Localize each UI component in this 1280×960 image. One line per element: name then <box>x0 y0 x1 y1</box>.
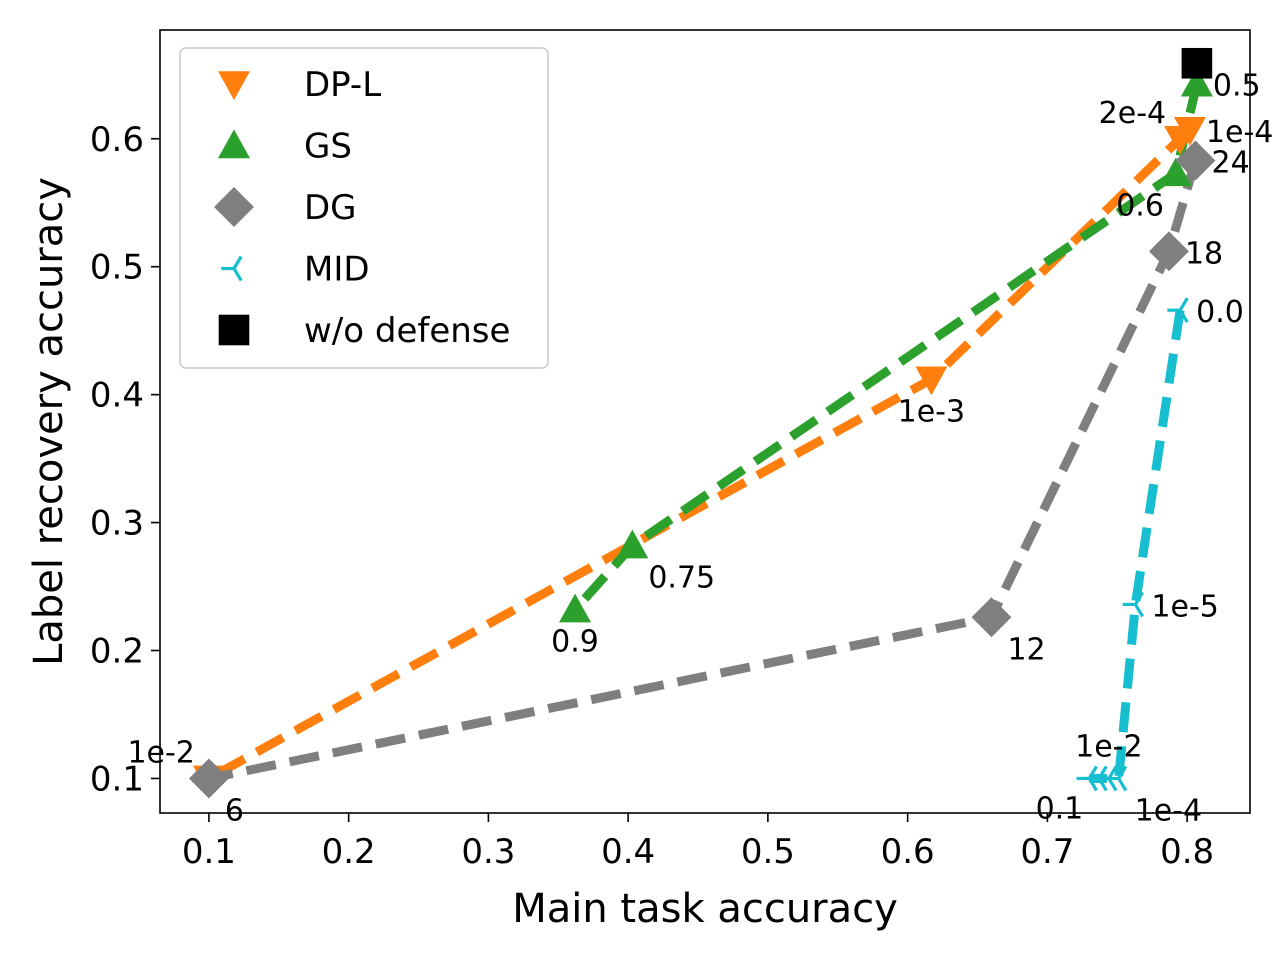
legend-label-dp-l: DP-L <box>304 65 381 105</box>
legend-marker-dg <box>214 187 254 227</box>
point-label: 1e-2 <box>127 735 194 770</box>
x-tick-label: 0.2 <box>322 832 376 872</box>
point-label: 1e-5 <box>1151 589 1218 624</box>
legend-marker-mid <box>221 255 243 282</box>
data-point-dg <box>188 758 229 799</box>
point-label: 24 <box>1212 146 1250 181</box>
point-label: 2e-4 <box>1099 96 1166 131</box>
legend-marker-w-o-defense <box>218 314 250 346</box>
data-point-dp-l <box>915 366 948 396</box>
point-label: 1e-3 <box>898 394 965 429</box>
point-label: 18 <box>1185 236 1223 271</box>
legend-marker-dp-l <box>218 71 250 100</box>
point-label: 0.1 <box>1036 791 1084 826</box>
data-point-w-o-defense <box>1181 47 1213 79</box>
data-point-mid <box>1076 765 1098 792</box>
point-label: 1e-2 <box>1075 729 1142 764</box>
y-tick-label: 0.5 <box>90 248 144 288</box>
x-tick-label: 0.1 <box>182 832 236 872</box>
x-axis-label: Main task accuracy <box>512 886 898 932</box>
data-point-dg <box>1175 140 1216 181</box>
point-label: 0.9 <box>551 625 599 660</box>
x-tick-label: 0.5 <box>741 832 795 872</box>
y-tick-label: 0.3 <box>90 504 144 544</box>
series-line-dg <box>208 159 1200 783</box>
legend-box <box>179 47 549 369</box>
data-point-mid <box>1167 297 1189 324</box>
x-tick-label: 0.7 <box>1020 832 1074 872</box>
data-point-dp-l <box>1164 125 1197 155</box>
data-point-gs <box>616 529 649 559</box>
legend-label-mid: MID <box>304 250 370 290</box>
legend-marker-gs <box>218 129 250 159</box>
x-tick-label: 0.3 <box>461 832 515 872</box>
data-point-mid <box>1122 591 1144 618</box>
point-label: 1e-4 <box>1206 115 1273 150</box>
point-label: 0.6 <box>1116 188 1164 223</box>
point-label: 0.75 <box>648 561 715 596</box>
y-tick-label: 0.2 <box>90 632 144 672</box>
point-label: 0.5 <box>1213 69 1261 104</box>
x-tick-label: 0.6 <box>881 832 935 872</box>
y-axis-label: Label recovery accuracy <box>26 177 72 666</box>
point-label: 6 <box>225 793 244 828</box>
legend-label-dg: DG <box>304 188 357 228</box>
data-point-dg <box>971 597 1012 638</box>
y-tick-label: 0.4 <box>90 376 144 416</box>
x-tick-label: 0.4 <box>601 832 655 872</box>
y-tick-label: 0.1 <box>90 759 144 799</box>
y-tick-label: 0.6 <box>90 120 144 160</box>
point-label: 0.0 <box>1196 295 1244 330</box>
point-label: 12 <box>1007 632 1045 667</box>
legend-label-w-o-defense: w/o defense <box>304 311 510 351</box>
data-point-gs <box>1159 157 1192 187</box>
point-label: 1e-4 <box>1135 793 1202 828</box>
plot-frame <box>159 29 1251 814</box>
data-point-dg <box>1148 231 1189 272</box>
legend-label-gs: GS <box>304 127 352 167</box>
x-tick-label: 0.8 <box>1160 832 1214 872</box>
data-point-gs <box>559 593 592 623</box>
legend: DP-L GS DG MID w/o defense <box>179 47 549 369</box>
data-point-gs <box>1180 67 1213 97</box>
